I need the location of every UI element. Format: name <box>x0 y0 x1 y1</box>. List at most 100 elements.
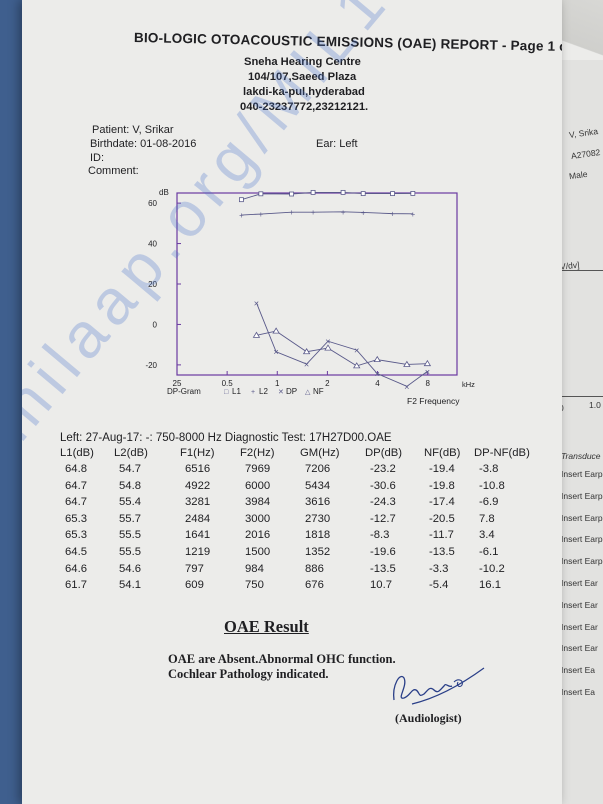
nf-point <box>272 327 280 334</box>
y-tick-label: 40 <box>148 240 157 249</box>
side-column-header: Transduce <box>561 451 601 461</box>
nf-point <box>353 362 361 369</box>
table-cell: 4922 <box>185 479 211 492</box>
report-title: BIO-LOGIC OTOACOUSTIC EMISSIONS (OAE) RE… <box>133 30 562 55</box>
table-cell: -17.4 <box>429 496 455 509</box>
l1-point <box>340 189 346 195</box>
series-line-l1 <box>241 191 413 201</box>
table-cell: 1818 <box>305 529 331 542</box>
table-cell: -11.7 <box>429 529 454 542</box>
legend-marker-nf: △ <box>305 389 311 396</box>
table-cell: 3281 <box>185 496 211 509</box>
y-tick-label: 0 <box>153 320 158 329</box>
patient-comment: Comment: <box>88 165 139 177</box>
table-cell: 609 <box>185 579 204 592</box>
table-cell: 3616 <box>305 496 331 509</box>
side-transducer-row: Insert Ea <box>561 687 596 697</box>
oae-result-line-1: OAE are Absent.Abnormal OHC function. <box>168 652 396 666</box>
side-transducer-row: Insert Earph <box>561 490 603 501</box>
nf-point <box>252 331 261 338</box>
x-tick-label: 1 <box>275 379 280 388</box>
side-patient-sex: Male <box>568 168 589 182</box>
table-cell: 750 <box>245 579 264 592</box>
table-header-cell: F1(Hz) <box>180 447 215 459</box>
side-transducer-row: Insert Ea <box>561 665 596 676</box>
l2-point: + <box>311 208 316 217</box>
table-cell: 7206 <box>305 463 331 475</box>
table-cell: 54.7 <box>119 463 141 475</box>
table-cell: -12.7 <box>370 512 396 525</box>
table-cell: -8.3 <box>370 529 390 542</box>
l2-point: + <box>410 210 415 219</box>
l2-point: + <box>361 208 366 217</box>
side-patient-name: V, Srika <box>568 126 599 140</box>
l2-point: + <box>239 211 244 220</box>
dp-point: ✕ <box>325 339 331 346</box>
table-cell: 886 <box>305 562 324 575</box>
table-cell: 984 <box>245 562 264 575</box>
l1-point <box>390 191 395 197</box>
table-cell: 5434 <box>305 479 331 492</box>
table-cell: -5.4 <box>429 579 449 592</box>
table-cell: -3.8 <box>479 463 499 475</box>
table-cell: 797 <box>185 562 204 575</box>
l1-point <box>289 191 294 197</box>
ear-side: Ear: Left <box>316 138 358 150</box>
side-transducer-row: Insert Ear <box>561 621 598 632</box>
table-cell: 2484 <box>185 512 211 525</box>
table-header-cell: L2(dB) <box>114 447 148 459</box>
dp-point: ✕ <box>354 348 360 355</box>
table-cell: 7.8 <box>479 512 495 525</box>
table-header-cell: GM(Hz) <box>300 447 340 459</box>
table-header-cell: DP(dB) <box>365 447 403 459</box>
y-tick-label: -20 <box>145 361 157 370</box>
clinic-name: Sneha Hearing Centre <box>244 56 361 68</box>
table-cell: -10.8 <box>479 479 505 492</box>
dp-point: ✕ <box>254 301 260 308</box>
legend-label-l2: L2 <box>259 387 268 396</box>
table-cell: 7969 <box>245 463 271 475</box>
dp-point: ✕ <box>404 384 410 391</box>
table-cell: 64.6 <box>65 562 87 575</box>
patient-id: ID: <box>90 152 105 164</box>
table-cell: 54.8 <box>119 479 141 492</box>
table-cell: 10.7 <box>370 579 392 592</box>
nf-point <box>373 355 381 363</box>
table-cell: 3984 <box>245 496 271 509</box>
l1-point <box>360 191 366 197</box>
table-cell: 65.3 <box>65 512 87 525</box>
series-line-l2 <box>241 211 413 216</box>
table-cell: 2730 <box>305 512 331 525</box>
x-axis-label: F2 Frequency <box>407 396 460 406</box>
table-cell: 55.7 <box>119 512 141 525</box>
table-cell: 55.5 <box>119 529 141 542</box>
table-cell: 64.5 <box>65 546 87 558</box>
nf-point <box>302 347 311 355</box>
table-cell: 55.5 <box>119 546 141 558</box>
y-axis-label: dB <box>159 188 169 197</box>
table-cell: -23.2 <box>370 463 396 475</box>
table-cell: 64.7 <box>65 496 87 509</box>
oae-result-line-2: Cochlear Pathology indicated. <box>168 667 329 681</box>
l1-point <box>310 189 316 195</box>
side-transducer-row: Insert Earp <box>561 534 603 545</box>
legend-marker-dp: ✕ <box>278 389 284 396</box>
l1-point <box>258 191 264 197</box>
table-cell: -6.9 <box>479 496 499 509</box>
dp-point: ✕ <box>273 350 279 357</box>
side-axis-right: 1.0 <box>589 400 601 410</box>
y-tick-label: 20 <box>148 280 157 289</box>
table-cell: -19.8 <box>429 479 455 492</box>
l1-point <box>238 197 244 203</box>
table-cell: 6000 <box>245 479 271 492</box>
table-cell: 16.1 <box>479 579 501 592</box>
x-tick-label: 4 <box>375 379 380 388</box>
x-tick-label: 0.5 <box>222 379 234 388</box>
audiologist-label: (Audiologist) <box>395 711 462 725</box>
table-cell: -30.6 <box>370 479 396 492</box>
series-line-nf <box>256 330 428 367</box>
table-cell: -24.3 <box>370 496 396 509</box>
x-tick-label: 8 <box>425 379 430 388</box>
table-cell: 64.7 <box>65 479 87 492</box>
